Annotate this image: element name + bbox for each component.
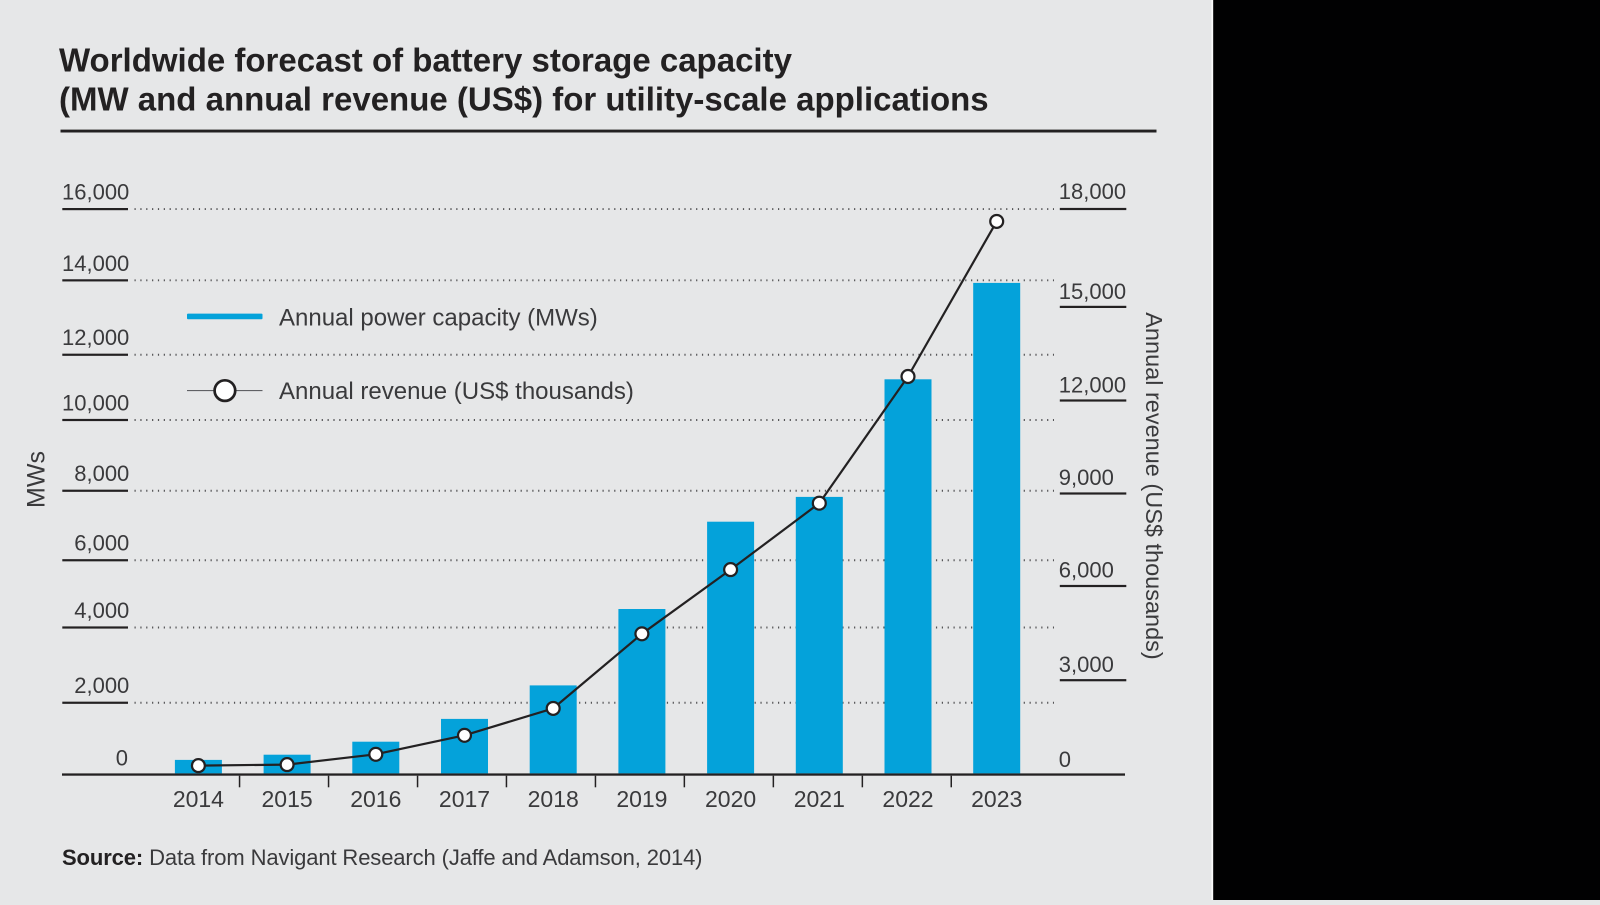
svg-text:2014: 2014 [173, 786, 224, 812]
svg-text:2015: 2015 [262, 786, 313, 812]
svg-text:Worldwide forecast of battery: Worldwide forecast of battery storage ca… [59, 42, 793, 79]
svg-text:15,000: 15,000 [1059, 279, 1126, 304]
svg-text:Annual power capacity (MWs): Annual power capacity (MWs) [279, 304, 598, 331]
svg-text:2019: 2019 [616, 786, 667, 812]
svg-text:Annual revenue (US$ thousands): Annual revenue (US$ thousands) [1141, 312, 1167, 660]
svg-text:6,000: 6,000 [74, 531, 129, 556]
svg-text:0: 0 [1059, 747, 1071, 772]
svg-text:2,000: 2,000 [74, 673, 129, 698]
svg-text:12,000: 12,000 [1059, 372, 1126, 397]
svg-text:4,000: 4,000 [74, 598, 129, 623]
svg-text:12,000: 12,000 [62, 325, 129, 350]
svg-text:8,000: 8,000 [74, 461, 129, 486]
svg-text:3,000: 3,000 [1059, 652, 1114, 677]
svg-text:0: 0 [116, 745, 128, 770]
svg-text:2018: 2018 [528, 786, 579, 812]
svg-text:2021: 2021 [794, 786, 845, 812]
svg-text:2016: 2016 [350, 786, 401, 812]
svg-text:14,000: 14,000 [62, 251, 129, 276]
svg-text:16,000: 16,000 [62, 180, 129, 205]
svg-text:9,000: 9,000 [1059, 465, 1114, 490]
svg-text:2017: 2017 [439, 786, 490, 812]
svg-text:Source: Data from Navigant Res: Source: Data from Navigant Research (Jaf… [62, 845, 702, 870]
svg-text:2022: 2022 [882, 786, 933, 812]
svg-text:Annual revenue (US$ thousands): Annual revenue (US$ thousands) [279, 378, 634, 405]
svg-text:18,000: 18,000 [1059, 179, 1126, 204]
svg-text:2020: 2020 [705, 786, 756, 812]
svg-text:2023: 2023 [971, 786, 1022, 812]
svg-text:10,000: 10,000 [62, 390, 129, 415]
svg-text:MWs: MWs [23, 451, 51, 508]
svg-text:(MW and annual revenue (US$) f: (MW and annual revenue (US$) for utility… [59, 81, 989, 118]
svg-text:6,000: 6,000 [1059, 558, 1114, 583]
